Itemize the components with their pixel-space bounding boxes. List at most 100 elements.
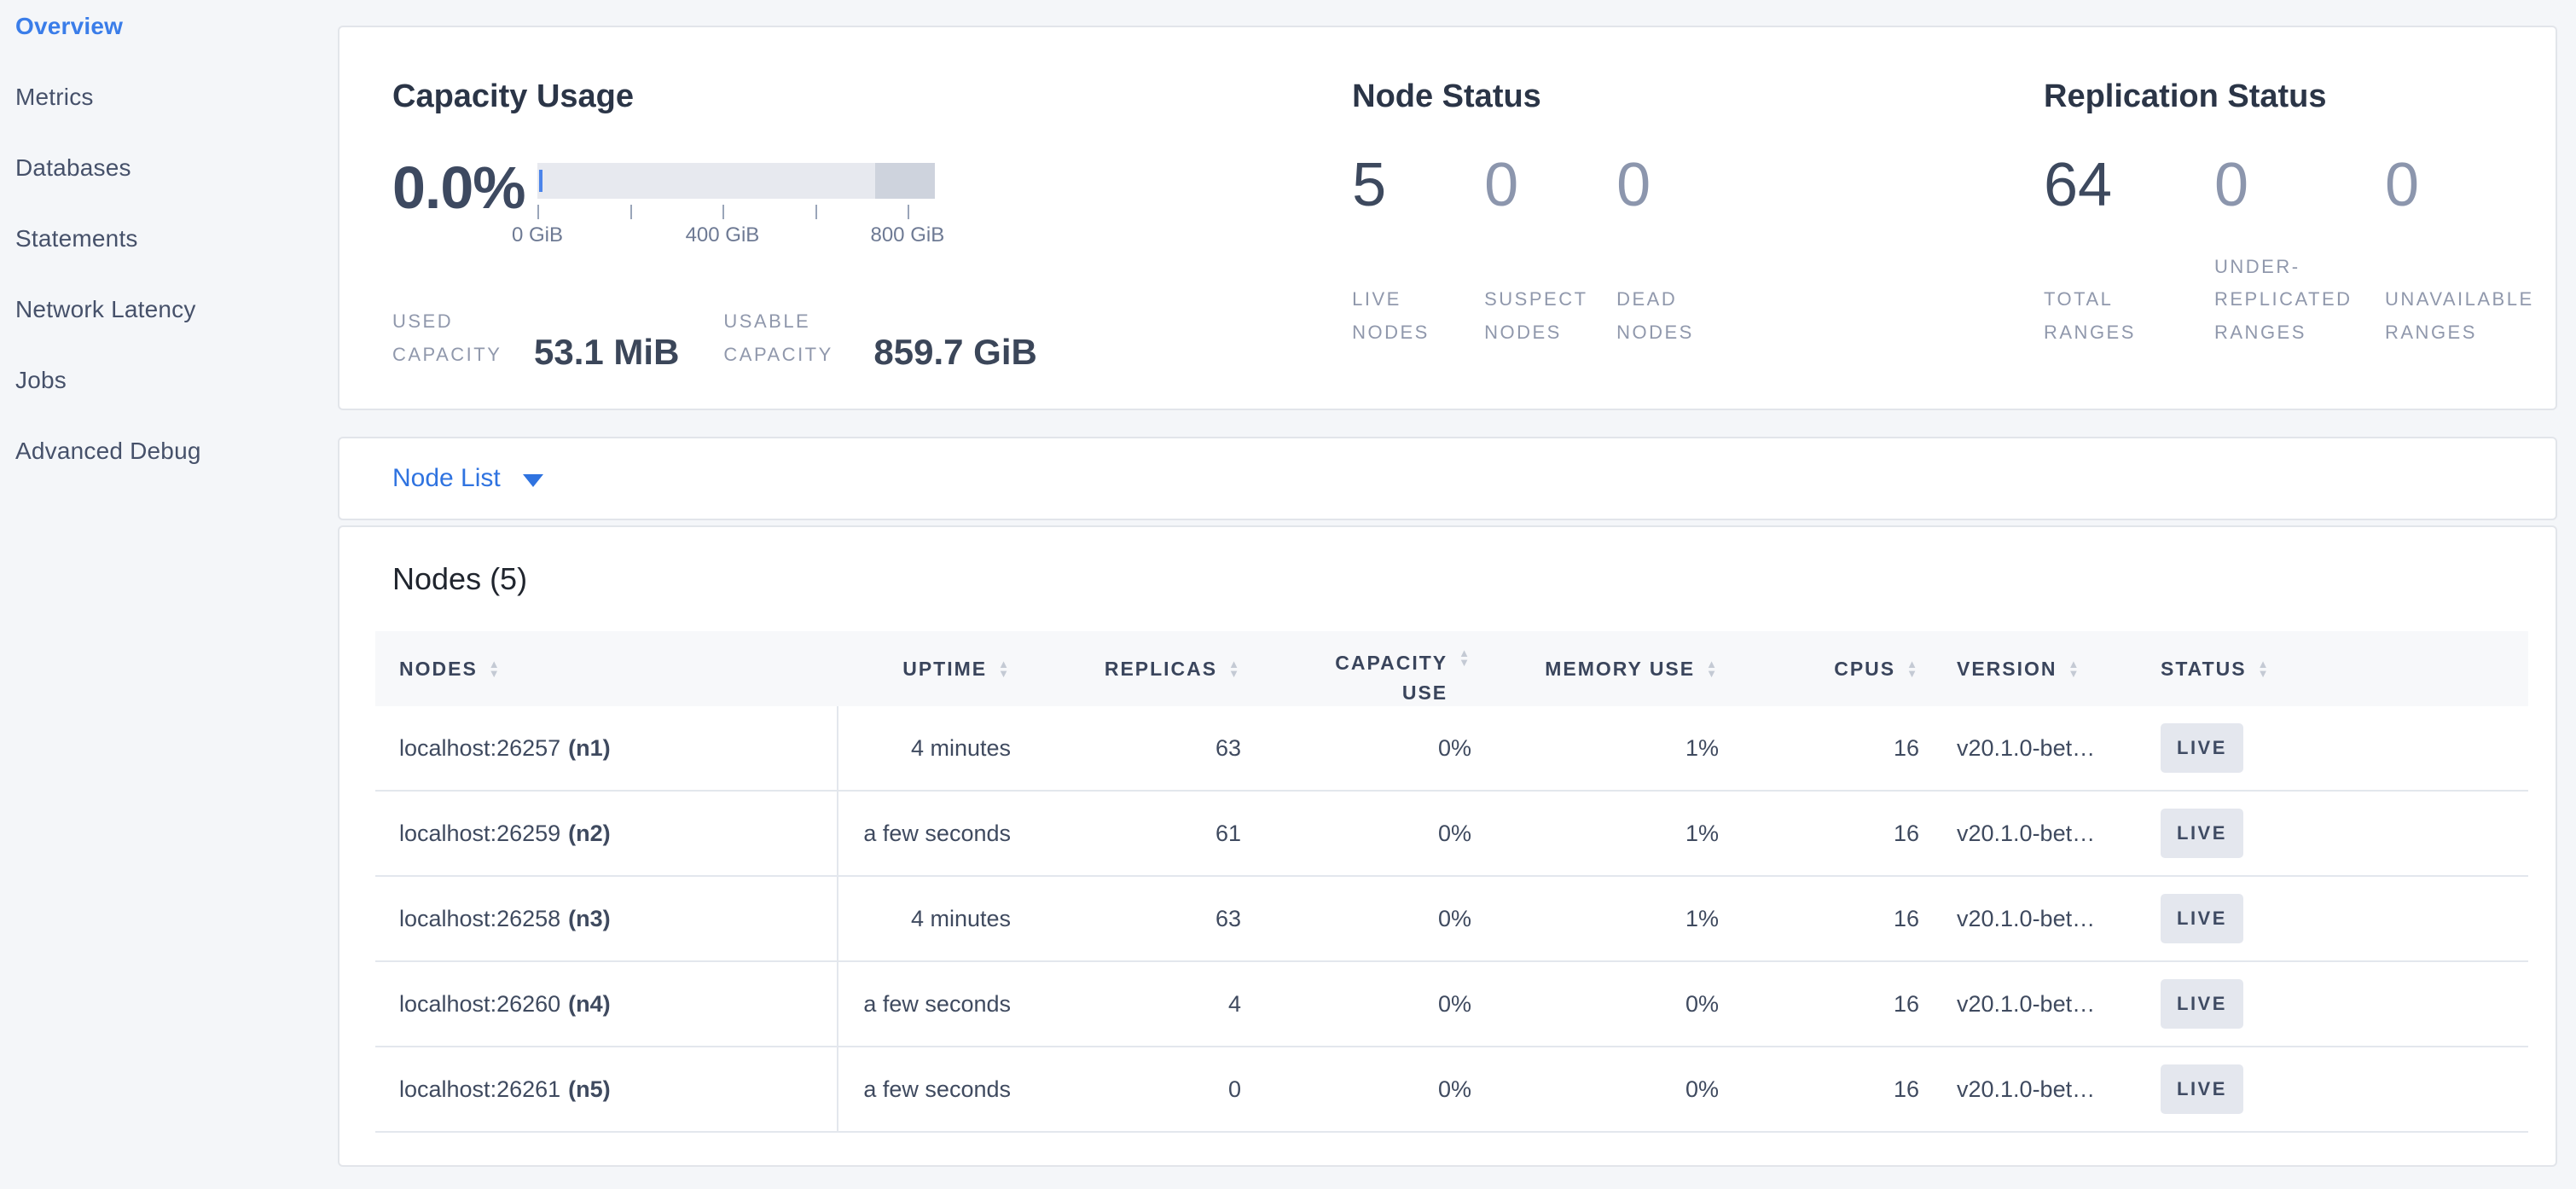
column-header-memory-use[interactable]: MEMORY USE ▲ ▼ bbox=[1495, 631, 1743, 706]
table-row-n4[interactable]: localhost:26260 (n4) a few seconds 4 0% … bbox=[375, 962, 2528, 1047]
sidebar-item-databases[interactable]: Databases bbox=[15, 154, 131, 181]
sidebar-item-overview[interactable]: Overview bbox=[15, 13, 124, 39]
status-cell: LIVE bbox=[2144, 962, 2528, 1046]
capacity-use-cell: 0% bbox=[1437, 1076, 1471, 1102]
replicas-cell: 61 bbox=[1215, 820, 1241, 846]
used-capacity-value: 53.1 MiB bbox=[534, 331, 680, 372]
column-header-cpus[interactable]: CPUS ▲ ▼ bbox=[1743, 631, 1943, 706]
column-header-uptime[interactable]: UPTIME ▲ ▼ bbox=[838, 631, 1035, 706]
sidebar: Overview Metrics Databases Statements Ne… bbox=[0, 0, 338, 509]
node-cell: localhost:26261 (n5) bbox=[375, 1047, 838, 1131]
node-list-dropdown[interactable]: Node List bbox=[392, 464, 543, 493]
node-id: (n3) bbox=[568, 905, 611, 931]
total-ranges-count: 64 bbox=[2044, 151, 2113, 219]
gauge-tick bbox=[815, 205, 817, 219]
status-cell: LIVE bbox=[2144, 792, 2528, 875]
cpus-cell: 16 bbox=[1893, 905, 1919, 931]
column-label: REPLICAS bbox=[1104, 657, 1218, 680]
version-cell: v20.1.0-bet… bbox=[1957, 905, 2096, 931]
node-address: localhost:26258 bbox=[399, 905, 561, 931]
capacity-usage-title: Capacity Usage bbox=[392, 78, 635, 114]
capacity-gauge-ticks bbox=[537, 203, 935, 222]
node-id: (n2) bbox=[568, 820, 611, 846]
capacity-use-cell: 0% bbox=[1437, 820, 1471, 846]
column-header-capacity-use[interactable]: CAPACITY USE ▲ ▼ bbox=[1265, 631, 1495, 706]
dead-nodes-label: DEAD NODES bbox=[1616, 288, 1694, 343]
status-badge: LIVE bbox=[2161, 809, 2243, 858]
table-row-n1[interactable]: localhost:26257 (n1) 4 minutes 63 0% 1% … bbox=[375, 706, 2528, 792]
suspect-nodes-label: SUSPECT NODES bbox=[1484, 288, 1588, 343]
status-cell: LIVE bbox=[2144, 1047, 2528, 1131]
uptime-cell: a few seconds bbox=[863, 990, 1011, 1017]
node-cell: localhost:26258 (n3) bbox=[375, 877, 838, 960]
capacity-use-cell: 0% bbox=[1437, 734, 1471, 761]
node-id: (n5) bbox=[568, 1076, 611, 1102]
table-row-n5[interactable]: localhost:26261 (n5) a few seconds 0 0% … bbox=[375, 1047, 2528, 1133]
nodes-table-body: localhost:26257 (n1) 4 minutes 63 0% 1% … bbox=[375, 706, 2528, 1133]
sort-icon: ▲ ▼ bbox=[1459, 647, 1471, 669]
uptime-cell: a few seconds bbox=[863, 820, 1011, 846]
capacity-use-cell: 0% bbox=[1437, 990, 1471, 1017]
capacity-usage-section: Capacity Usage 0.0% bbox=[392, 27, 1352, 409]
gauge-tick bbox=[629, 205, 632, 219]
status-badge: LIVE bbox=[2161, 979, 2243, 1029]
caret-down-icon bbox=[522, 473, 543, 487]
live-nodes-count: 5 bbox=[1352, 151, 1387, 219]
replicas-cell: 0 bbox=[1227, 1076, 1241, 1102]
cluster-summary-card: Capacity Usage 0.0% bbox=[338, 26, 2557, 410]
status-cell: LIVE bbox=[2144, 706, 2528, 790]
node-address: localhost:26261 bbox=[399, 1076, 561, 1102]
sort-icon: ▲ ▼ bbox=[998, 658, 1011, 680]
sort-icon: ▲ ▼ bbox=[1706, 658, 1719, 680]
version-cell: v20.1.0-bet… bbox=[1957, 990, 2096, 1017]
column-header-replicas[interactable]: REPLICAS ▲ ▼ bbox=[1035, 631, 1265, 706]
sidebar-item-advanced-debug[interactable]: Advanced Debug bbox=[15, 438, 201, 464]
main-content: Capacity Usage 0.0% bbox=[338, 0, 2557, 1167]
memory-use-cell: 1% bbox=[1685, 820, 1719, 846]
sidebar-item-jobs[interactable]: Jobs bbox=[15, 367, 67, 393]
node-status-section: Node Status 5 0 0 LIVE NODES SUSPECT NOD… bbox=[1352, 27, 2044, 409]
capacity-gauge: 0 GiB 400 GiB 800 GiB bbox=[512, 163, 944, 249]
replicas-cell: 4 bbox=[1227, 990, 1241, 1017]
node-id: (n4) bbox=[568, 990, 611, 1017]
cpus-cell: 16 bbox=[1893, 820, 1919, 846]
uptime-cell: 4 minutes bbox=[910, 734, 1011, 761]
column-label: CAPACITY USE bbox=[1335, 652, 1448, 704]
column-header-nodes[interactable]: NODES ▲ ▼ bbox=[375, 631, 838, 706]
suspect-nodes-count: 0 bbox=[1484, 151, 1519, 219]
view-selector-card: Node List bbox=[338, 437, 2557, 520]
under-replicated-ranges-count: 0 bbox=[2214, 151, 2249, 219]
memory-use-cell: 1% bbox=[1685, 734, 1719, 761]
cpus-cell: 16 bbox=[1893, 1076, 1919, 1102]
capacity-gauge-end-segment bbox=[875, 163, 935, 199]
sort-icon: ▲ ▼ bbox=[2068, 658, 2081, 680]
usable-capacity-value: 859.7 GiB bbox=[873, 331, 1037, 372]
sidebar-item-network-latency[interactable]: Network Latency bbox=[15, 296, 196, 322]
memory-use-cell: 0% bbox=[1685, 1076, 1719, 1102]
usable-capacity-stat: USABLE CAPACITY 859.7 GiB bbox=[723, 305, 1036, 371]
uptime-cell: 4 minutes bbox=[910, 905, 1011, 931]
memory-use-cell: 0% bbox=[1685, 990, 1719, 1017]
sidebar-item-metrics[interactable]: Metrics bbox=[15, 84, 94, 110]
capacity-use-cell: 0% bbox=[1437, 905, 1471, 931]
column-header-status[interactable]: STATUS ▲ ▼ bbox=[2144, 631, 2528, 706]
dead-nodes-count: 0 bbox=[1616, 151, 1651, 219]
node-id: (n1) bbox=[568, 734, 611, 761]
sidebar-item-statements[interactable]: Statements bbox=[15, 225, 138, 252]
capacity-gauge-bar bbox=[537, 163, 935, 199]
replicas-cell: 63 bbox=[1215, 905, 1241, 931]
column-label: CPUS bbox=[1834, 657, 1896, 680]
column-label: MEMORY USE bbox=[1545, 657, 1696, 680]
version-cell: v20.1.0-bet… bbox=[1957, 1076, 2096, 1102]
node-status-title: Node Status bbox=[1352, 78, 1541, 114]
memory-use-cell: 1% bbox=[1685, 905, 1719, 931]
used-capacity-label: USED CAPACITY bbox=[392, 310, 502, 365]
table-row-n2[interactable]: localhost:26259 (n2) a few seconds 61 0%… bbox=[375, 792, 2528, 877]
table-row-n3[interactable]: localhost:26258 (n3) 4 minutes 63 0% 1% … bbox=[375, 877, 2528, 962]
replication-status-title: Replication Status bbox=[2044, 78, 2327, 114]
capacity-gauge-labels: 0 GiB 400 GiB 800 GiB bbox=[512, 223, 944, 249]
node-cell: localhost:26257 (n1) bbox=[375, 706, 838, 790]
column-header-version[interactable]: VERSION ▲ ▼ bbox=[1943, 631, 2144, 706]
uptime-cell: a few seconds bbox=[863, 1076, 1011, 1102]
status-badge: LIVE bbox=[2161, 723, 2243, 773]
